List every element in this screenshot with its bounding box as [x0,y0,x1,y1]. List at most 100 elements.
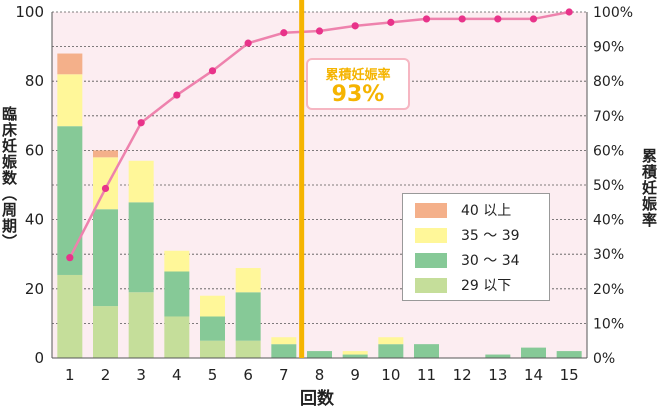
x-tick-label: 4 [172,366,182,384]
bar-segment [271,337,297,345]
bar-segment [235,340,261,358]
y2-tick-label: 0% [593,351,615,367]
y2-tick-label: 20% [593,282,624,298]
bar-segment [378,344,404,358]
legend-item: 29 以下 [415,276,511,294]
bar-segment [164,316,190,358]
legend-item: 40 以上 [415,201,511,219]
y2-tick-label: 100% [593,5,633,21]
y2-tick-label: 70% [593,109,624,125]
x-tick-label: 13 [488,366,507,384]
y2-tick-label: 60% [593,143,624,159]
x-axis-ticks: 1 2 3 4 5 6 7 8 9 10 11 12 13 14 15 [65,366,579,384]
y2-tick-label: 30% [593,247,624,263]
bar-segment [235,268,261,293]
cumulative-line [66,8,573,262]
y2-axis-ticks: 0% 10% 20% 30% 40% 50% 60% 70% 80% 90% 100% [593,5,633,367]
y-tick-label: 100 [15,3,44,21]
bar-segment [200,340,225,358]
bar-segment [556,351,582,358]
y-axis-label: 臨床妊娠数（周期） [0,106,18,250]
cumulative-point [529,15,538,23]
bar-segment [307,351,332,358]
x-tick-label: 9 [350,366,360,384]
y-tick-label: 40 [25,211,44,229]
x-tick-label: 1 [65,366,75,384]
bar-segment [521,347,546,358]
cumulative-point [101,184,110,193]
cumulative-point [280,29,288,37]
legend-item: 35 ～ 39 [415,226,520,244]
x-tick-label: 3 [136,366,146,384]
y2-tick-label: 40% [593,213,624,229]
y-tick-label: 60 [25,141,44,159]
bar-segment [128,160,154,203]
bar-segment [342,354,368,358]
y2-tick-label: 50% [593,178,624,194]
cumulative-point [351,22,359,30]
bar-segment [485,354,511,358]
legend-label: 29 以下 [461,278,512,294]
y-tick-label: 0 [34,349,44,367]
cumulative-point [244,39,252,47]
x-tick-label: 2 [101,366,111,384]
callout-value: 93% [331,82,385,107]
cumulative-point [66,254,74,262]
x-tick-label: 6 [243,366,253,384]
bar-segment [164,250,190,272]
x-tick-label: 10 [381,366,400,384]
cumulative-point [458,15,466,23]
cumulative-point [208,67,217,75]
x-tick-label: 7 [279,366,289,384]
x-tick-label: 15 [560,366,579,384]
cumulative-point [137,119,145,127]
cumulative-point [315,27,324,35]
legend-item: 30 ～ 34 [415,251,520,269]
legend: 40 以上 35 ～ 39 30 ～ 34 29 以下 [402,193,550,301]
legend-swatch [415,202,447,218]
cumulative-point [422,15,431,23]
bar-segment [200,295,225,317]
cumulative-point [565,8,573,16]
x-tick-label: 12 [453,366,472,384]
legend-label: 35 ～ 39 [461,228,520,244]
bar-segment [271,344,297,358]
bar-segment [93,157,118,210]
bar-segment [57,53,83,75]
bar-segment [93,209,118,307]
bar-segment [93,150,118,158]
x-tick-label: 14 [524,366,543,384]
bar-segment [128,292,154,358]
y2-tick-label: 80% [593,74,624,90]
x-tick-label: 11 [417,366,436,384]
x-tick-label: 5 [208,366,218,384]
callout-label: 累積妊娠率 [325,68,391,83]
legend-swatch [415,277,447,293]
y-axis-ticks: 0 20 40 60 80 100 [15,3,44,367]
x-tick-label: 8 [315,366,325,384]
y2-axis-label: 累積妊娠率 [640,148,658,228]
cumulative-point [173,91,181,99]
bar-segment [414,344,439,358]
bar-segment [164,271,190,317]
bar-segment [57,274,83,358]
bars [57,53,582,358]
x-axis-label: 回数 [300,389,334,409]
y-tick-label: 80 [25,72,44,90]
cumulative-rate-callout: 累積妊娠率 93% [306,58,410,110]
bar-segment [57,126,83,275]
bar-segment [128,202,154,293]
bar-segment [57,74,83,127]
legend-label: 40 以上 [461,203,512,219]
cumulative-point [494,15,502,23]
bar-segment [235,292,261,341]
bar-segment [93,306,118,358]
legend-swatch [415,252,447,268]
y2-tick-label: 90% [593,40,624,56]
legend-label: 30 ～ 34 [461,253,520,269]
cumulative-point [387,18,395,26]
bar-segment [378,337,404,345]
y-tick-label: 20 [25,280,44,298]
legend-swatch [415,227,447,243]
bar-segment [200,316,225,341]
